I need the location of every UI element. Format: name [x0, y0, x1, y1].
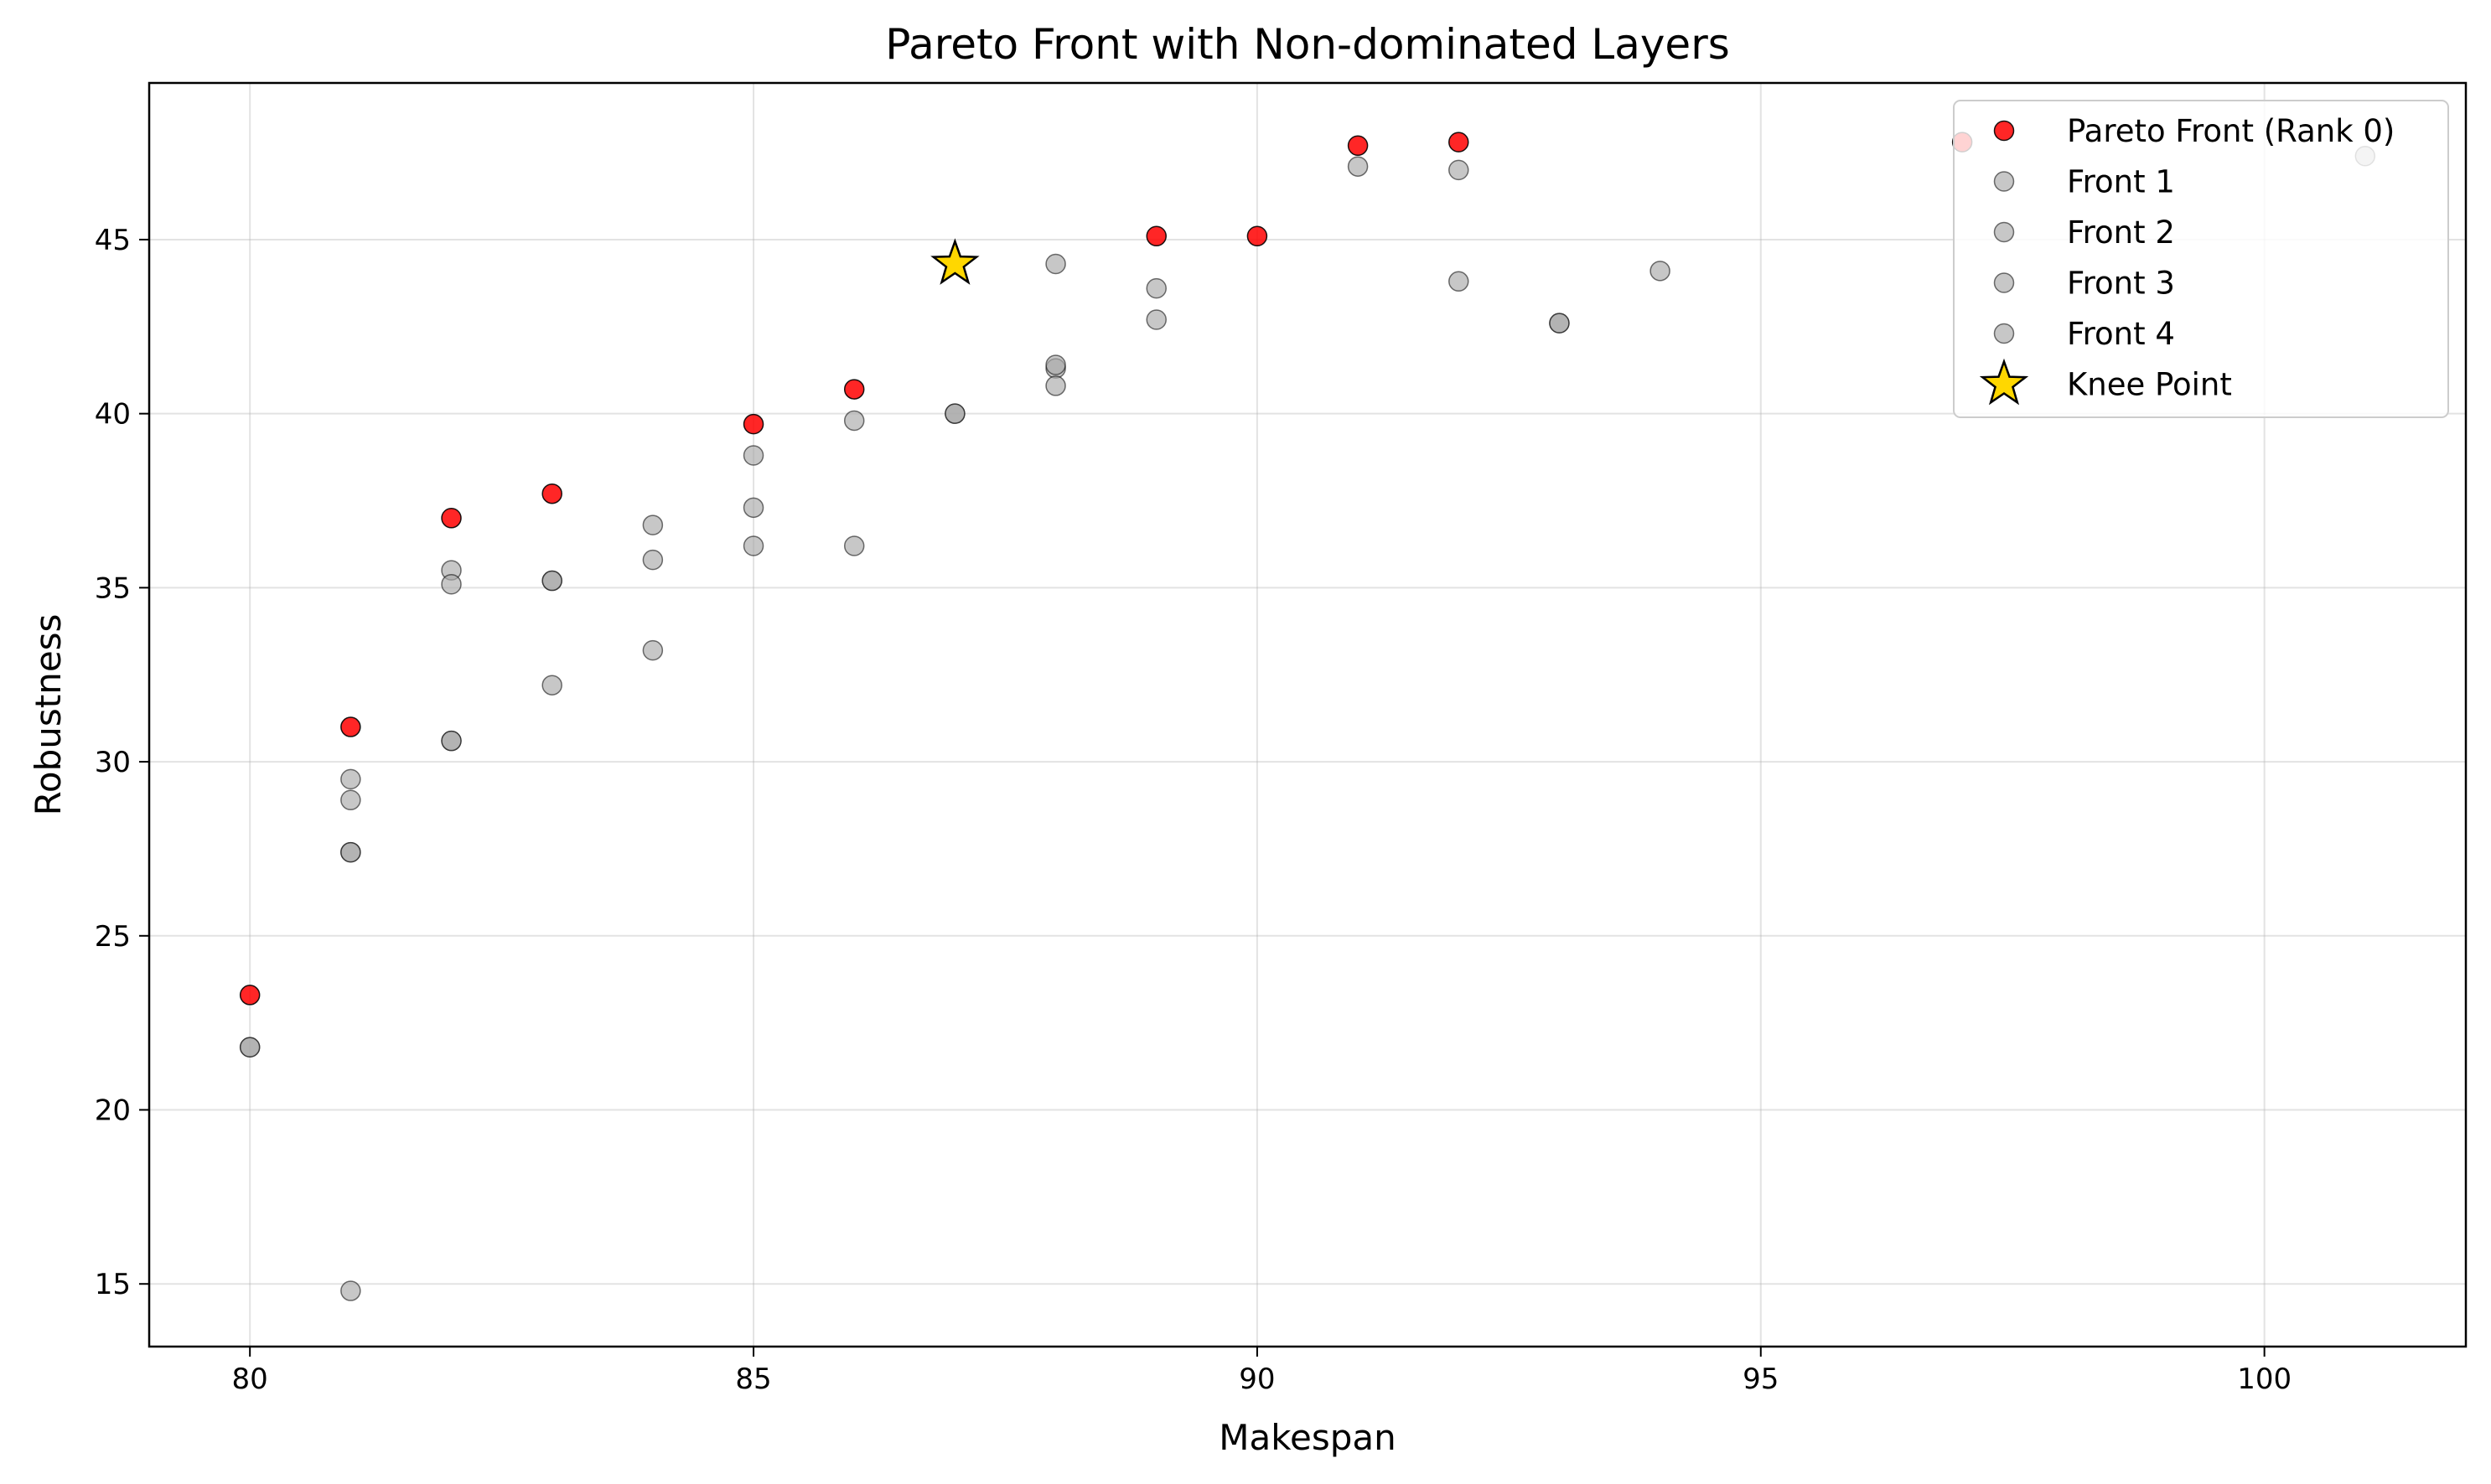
y-tick-label: 45: [95, 224, 131, 257]
pareto-point: [340, 716, 361, 737]
front-point: [1045, 354, 1066, 375]
legend-marker: [1993, 221, 2015, 243]
legend: Pareto Front (Rank 0) Front 1 Front 2 Front…: [1953, 100, 2449, 418]
front-point: [441, 573, 462, 595]
front-point: [945, 403, 966, 424]
front-point: [340, 789, 361, 811]
knee-point-marker: [930, 238, 980, 285]
front-point: [743, 445, 764, 466]
pareto-point: [441, 508, 462, 529]
front-point: [541, 570, 562, 592]
pareto-point: [1347, 135, 1369, 157]
legend-label: Front 2: [2067, 215, 2175, 251]
y-tick-label: 15: [95, 1268, 131, 1301]
x-axis-label: Makespan: [1219, 1417, 1396, 1458]
legend-label: Front 1: [2067, 164, 2175, 200]
front-point: [1146, 277, 1167, 299]
front-point: [642, 549, 664, 571]
x-tick-label: 100: [2237, 1362, 2292, 1396]
y-tick-label: 40: [95, 398, 131, 432]
plot-frame: [148, 81, 2468, 1348]
front-point: [441, 730, 462, 752]
front-point: [642, 639, 664, 661]
pareto-point: [1246, 225, 1268, 247]
front-point: [1649, 261, 1670, 282]
front-point: [541, 675, 562, 695]
legend-marker: [1993, 272, 2015, 293]
pareto-point: [1146, 225, 1167, 247]
pareto-point: [843, 379, 865, 400]
front-point: [642, 514, 664, 535]
ticks-layer: 80 85 90 95 100 15 20 25 30 35 40 45: [95, 224, 2292, 1396]
x-tick-label: 85: [735, 1362, 771, 1396]
legend-marker: [1993, 120, 2015, 142]
front-point: [340, 768, 361, 790]
legend-box: [1953, 100, 2449, 418]
front-point: [340, 1280, 361, 1301]
y-tick-label: 25: [95, 920, 131, 954]
front-point: [1549, 313, 1570, 334]
front-point: [843, 410, 865, 432]
legend-label: Knee Point: [2067, 367, 2232, 403]
y-tick-label: 30: [95, 746, 131, 779]
points-layer: [239, 132, 2376, 1301]
front-point: [1448, 159, 1469, 181]
legend-label: Pareto Front (Rank 0): [2067, 113, 2395, 149]
y-tick-label: 35: [95, 571, 131, 605]
front-point: [340, 841, 361, 863]
legend-marker: [1993, 323, 2015, 344]
front-point: [743, 535, 764, 556]
front-point: [1045, 253, 1066, 275]
legend-marker-star: [1979, 358, 2029, 406]
front-point: [239, 1037, 261, 1057]
legend-label: Front 3: [2067, 266, 2175, 302]
front-point: [743, 497, 764, 519]
legend-marker: [1993, 171, 2015, 192]
front-point: [1448, 271, 1469, 292]
x-tick-label: 95: [1743, 1362, 1779, 1396]
chart-title: Pareto Front with Non-dominated Layers: [885, 20, 1730, 69]
grid-layer: [149, 83, 2466, 1347]
front-point: [1146, 309, 1167, 330]
pareto-point: [239, 985, 261, 1006]
pareto-point: [541, 483, 562, 504]
x-tick-label: 90: [1239, 1362, 1275, 1396]
front-point: [843, 535, 865, 556]
pareto-point: [743, 413, 764, 435]
pareto-point: [1448, 132, 1469, 153]
y-axis-label: Robustness: [28, 614, 69, 816]
y-tick-label: 20: [95, 1094, 131, 1128]
legend-label: Front 4: [2067, 316, 2175, 352]
x-tick-label: 80: [232, 1362, 268, 1396]
front-point: [1045, 375, 1066, 396]
front-point: [1347, 156, 1369, 177]
